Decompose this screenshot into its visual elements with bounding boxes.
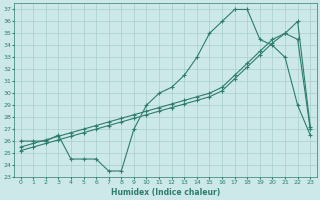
X-axis label: Humidex (Indice chaleur): Humidex (Indice chaleur) <box>111 188 220 197</box>
